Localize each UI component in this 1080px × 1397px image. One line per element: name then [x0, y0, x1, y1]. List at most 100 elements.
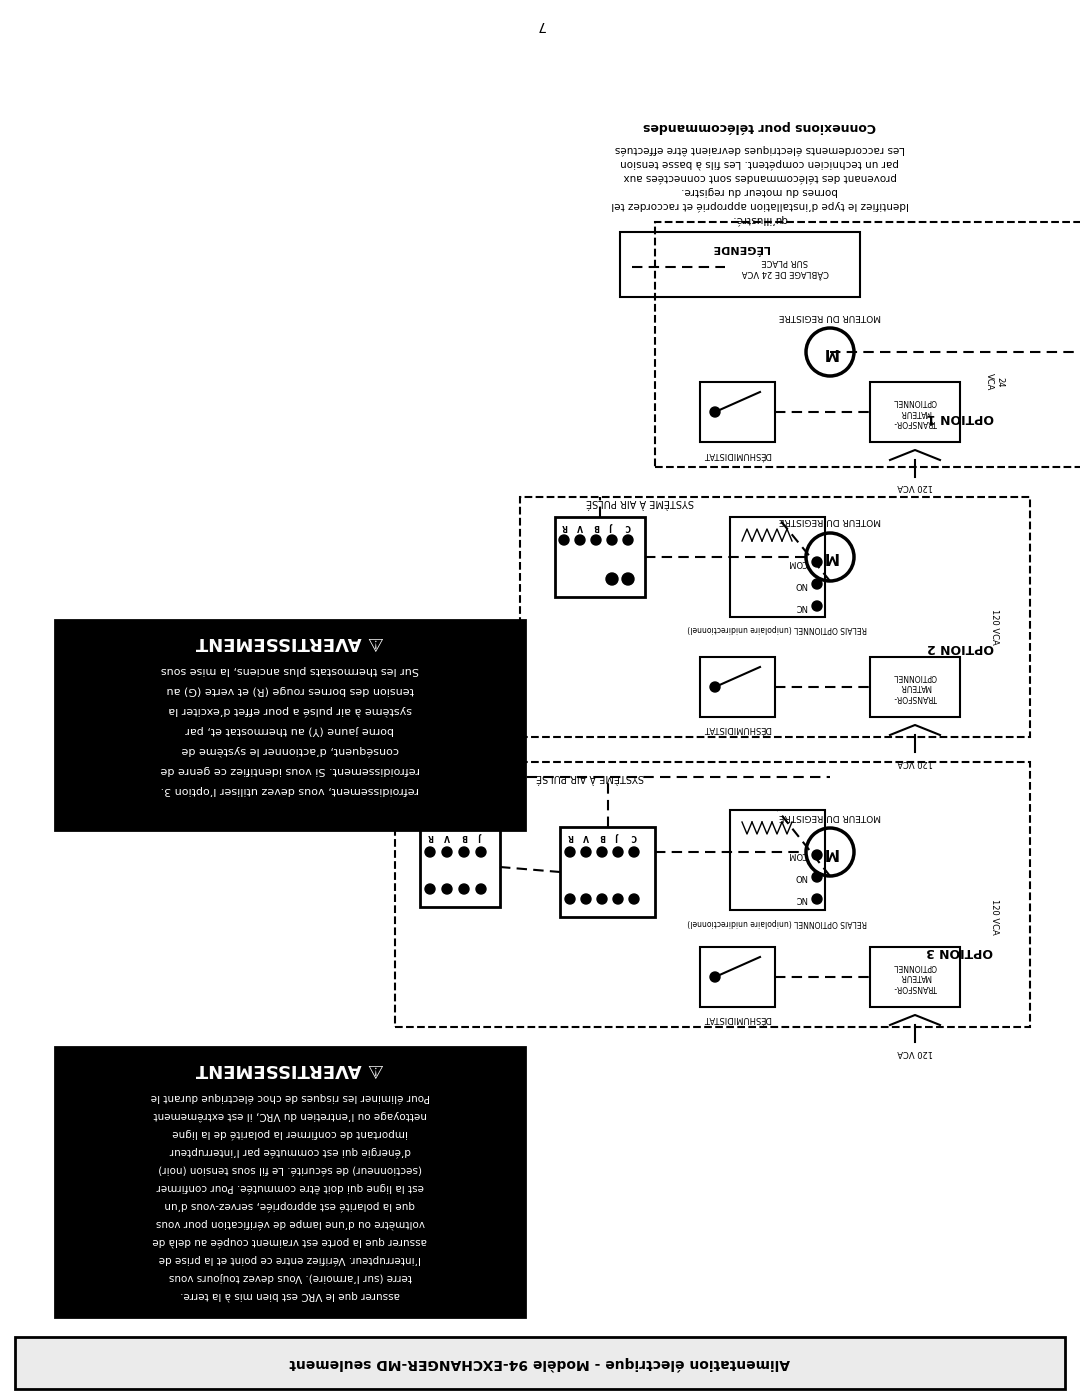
Text: DÉSHUMIDISTAT: DÉSHUMIDISTAT — [703, 450, 771, 458]
Text: Connexions pour télécommandes: Connexions pour télécommandes — [644, 120, 877, 134]
Text: assurer que le VRC est bien mis à la terre.: assurer que le VRC est bien mis à la ter… — [180, 1289, 400, 1301]
Text: C: C — [631, 833, 637, 841]
Text: tension des bornes rouge (R) et verte (G) au: tension des bornes rouge (R) et verte (G… — [166, 685, 414, 694]
Text: OPTION 2: OPTION 2 — [927, 640, 994, 654]
Text: TRANSFOR-
MATEUR
OPTIONNEL: TRANSFOR- MATEUR OPTIONNEL — [893, 397, 936, 427]
Text: V: V — [583, 833, 589, 841]
Text: 24
VCA: 24 VCA — [985, 373, 1004, 391]
Bar — [15, 1337, 1065, 1389]
Circle shape — [597, 894, 607, 904]
Text: J: J — [617, 833, 620, 841]
Text: NO: NO — [794, 873, 807, 882]
Text: SYSTÈME À AIR PULSÉ: SYSTÈME À AIR PULSÉ — [536, 773, 644, 782]
Text: que la polarité est appropriée, servez-vous d’un: que la polarité est appropriée, servez-v… — [164, 1200, 416, 1210]
Bar — [870, 657, 960, 717]
Circle shape — [442, 847, 453, 856]
Circle shape — [710, 407, 720, 416]
Text: (sectionneur) de sécurité. Le fil sous tension (noir): (sectionneur) de sécurité. Le fil sous t… — [158, 1164, 422, 1173]
Bar — [700, 657, 775, 717]
Bar — [395, 761, 1030, 1027]
Text: Pour éliminer les risques de choc électrique durant le: Pour éliminer les risques de choc électr… — [150, 1091, 430, 1102]
Text: l’interrupteur. Vérifiez entre ce point et la prise de: l’interrupteur. Vérifiez entre ce point … — [159, 1253, 421, 1264]
Text: 120 VCA: 120 VCA — [897, 757, 933, 767]
Circle shape — [629, 894, 639, 904]
Circle shape — [812, 894, 822, 904]
Bar — [420, 827, 500, 907]
Circle shape — [812, 601, 822, 610]
Circle shape — [459, 884, 469, 894]
Text: J: J — [610, 522, 613, 531]
Bar — [870, 947, 960, 1007]
Circle shape — [622, 573, 634, 585]
Text: ⚠ AVERTISSEMENT: ⚠ AVERTISSEMENT — [195, 1060, 384, 1078]
Circle shape — [459, 847, 469, 856]
Text: DÉSHUMIDISTAT: DÉSHUMIDISTAT — [703, 1014, 771, 1024]
Text: B: B — [593, 522, 599, 531]
Text: bornes du moteur du registre.: bornes du moteur du registre. — [681, 186, 838, 196]
Text: V: V — [444, 833, 450, 841]
Text: TRANSFOR-
MATEUR
OPTIONNEL: TRANSFOR- MATEUR OPTIONNEL — [893, 963, 936, 992]
Text: MOTEUR DU REGISTRE: MOTEUR DU REGISTRE — [779, 517, 881, 525]
Bar — [561, 827, 654, 916]
Text: ⚠ AVERTISSEMENT: ⚠ AVERTISSEMENT — [195, 633, 384, 651]
Bar — [55, 620, 525, 830]
Text: NC: NC — [795, 894, 807, 904]
Text: OPTION 3: OPTION 3 — [927, 946, 994, 958]
Circle shape — [476, 884, 486, 894]
Text: B: B — [461, 833, 467, 841]
Text: M: M — [823, 845, 838, 859]
Text: Sur les thermostats plus anciens, la mise sous: Sur les thermostats plus anciens, la mis… — [161, 665, 419, 675]
Text: M: M — [823, 549, 838, 564]
Bar — [620, 232, 860, 298]
Circle shape — [426, 847, 435, 856]
Bar — [555, 517, 645, 597]
Text: borne jaune (Y) au thermostat et, par: borne jaune (Y) au thermostat et, par — [186, 725, 394, 735]
Text: 120 VCA: 120 VCA — [990, 900, 999, 935]
Text: terre (sur l’armoire). Vous devez toujours vous: terre (sur l’armoire). Vous devez toujou… — [168, 1273, 411, 1282]
Circle shape — [559, 535, 569, 545]
Text: système à air pulsé a pour effet d’exciter la: système à air pulsé a pour effet d’excit… — [168, 704, 411, 715]
Text: par un technicien compétent. Les fils à basse tension: par un technicien compétent. Les fils à … — [621, 158, 900, 168]
Text: MOTEUR DU REGISTRE: MOTEUR DU REGISTRE — [779, 312, 881, 320]
Bar — [730, 810, 825, 909]
Circle shape — [565, 894, 575, 904]
Text: M: M — [823, 345, 838, 359]
Text: LÉGENDE: LÉGENDE — [712, 243, 769, 253]
Circle shape — [442, 884, 453, 894]
Text: J: J — [480, 833, 483, 841]
Text: NC: NC — [795, 602, 807, 610]
Circle shape — [812, 872, 822, 882]
Circle shape — [581, 847, 591, 856]
Text: refroidissement, vous devez utiliser l’option 3.: refroidissement, vous devez utiliser l’o… — [161, 785, 419, 795]
Circle shape — [710, 972, 720, 982]
Text: R: R — [427, 833, 433, 841]
Text: THERMOSTAT: THERMOSTAT — [430, 810, 490, 820]
Bar — [870, 381, 960, 441]
Text: B: B — [599, 833, 605, 841]
Circle shape — [629, 847, 639, 856]
Text: Identifiez le type d’installation approprié et raccordez tel: Identifiez le type d’installation approp… — [611, 200, 909, 211]
Circle shape — [476, 847, 486, 856]
Bar — [654, 222, 1080, 467]
Circle shape — [606, 573, 618, 585]
Circle shape — [613, 894, 623, 904]
Circle shape — [812, 849, 822, 861]
Circle shape — [623, 535, 633, 545]
Circle shape — [710, 682, 720, 692]
Text: COM: COM — [787, 557, 807, 567]
Text: conséquent, d’actionner le système de: conséquent, d’actionner le système de — [181, 745, 399, 756]
Text: important de confirmer la polarité de la ligne: important de confirmer la polarité de la… — [172, 1127, 408, 1139]
Circle shape — [613, 847, 623, 856]
Bar — [55, 1046, 525, 1317]
Text: est la ligne qui doit être commutée. Pour confirmer: est la ligne qui doit être commutée. Pou… — [157, 1182, 423, 1192]
Circle shape — [607, 535, 617, 545]
Text: R: R — [567, 833, 572, 841]
Text: OPTION 1: OPTION 1 — [927, 411, 994, 423]
Circle shape — [426, 884, 435, 894]
Bar — [700, 381, 775, 441]
Text: nettoyage ou l’entretien du VRC, il est extrêmement: nettoyage ou l’entretien du VRC, il est … — [153, 1109, 427, 1120]
Text: Alimentation électrique - Modèle 94-EXCHANGER-MD seulement: Alimentation électrique - Modèle 94-EXCH… — [289, 1355, 791, 1370]
Text: voltmètre ou d’une lampe de vérification pour vous: voltmètre ou d’une lampe de vérification… — [156, 1218, 424, 1228]
Text: NO: NO — [794, 580, 807, 588]
Text: Les raccordements électriques devraient être effectués: Les raccordements électriques devraient … — [615, 144, 905, 154]
